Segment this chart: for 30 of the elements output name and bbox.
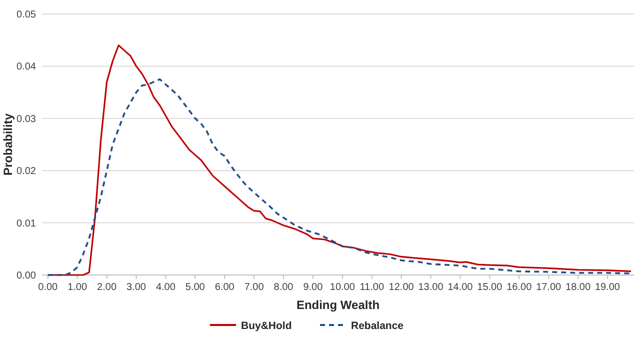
y-tick-label: 0.04 [16, 62, 36, 73]
x-tick-label: 6.00 [214, 282, 235, 293]
y-tick-label: 0.01 [16, 218, 36, 230]
x-tick-label: 19.00 [594, 282, 620, 293]
x-tick-label: 13.00 [418, 282, 444, 293]
x-tick-label: 17.00 [536, 282, 562, 293]
x-tick-label: 9.00 [303, 282, 324, 293]
legend-label: Buy&Hold [241, 320, 292, 332]
legend-label: Rebalance [351, 320, 404, 332]
x-tick-label: 10.00 [330, 282, 356, 293]
x-tick-label: 4.00 [156, 282, 176, 293]
x-tick-label: 0.00 [38, 282, 58, 293]
y-tick-label: 0.02 [16, 166, 36, 178]
x-tick-label: 5.00 [185, 282, 206, 293]
x-tick-label: 12.00 [388, 282, 414, 293]
x-tick-label: 15.00 [477, 282, 503, 293]
x-tick-label: 18.00 [566, 282, 591, 293]
x-tick-label: 3.00 [126, 282, 146, 293]
x-axis-title: Ending Wealth [296, 298, 380, 312]
y-axis-title: Probability [1, 113, 15, 176]
x-tick-label: 11.00 [360, 282, 384, 293]
y-tick-label: 0.00 [16, 270, 36, 282]
x-tick-label: 7.00 [244, 282, 264, 293]
x-tick-label: 2.00 [97, 282, 117, 293]
y-tick-label: 0.05 [16, 10, 36, 20]
x-tick-label: 1.00 [68, 282, 88, 293]
x-tick-label: 14.00 [448, 282, 474, 293]
x-tick-label: 16.00 [506, 282, 532, 293]
x-tick-label: 8.00 [274, 282, 294, 293]
y-tick-label: 0.03 [16, 114, 36, 125]
